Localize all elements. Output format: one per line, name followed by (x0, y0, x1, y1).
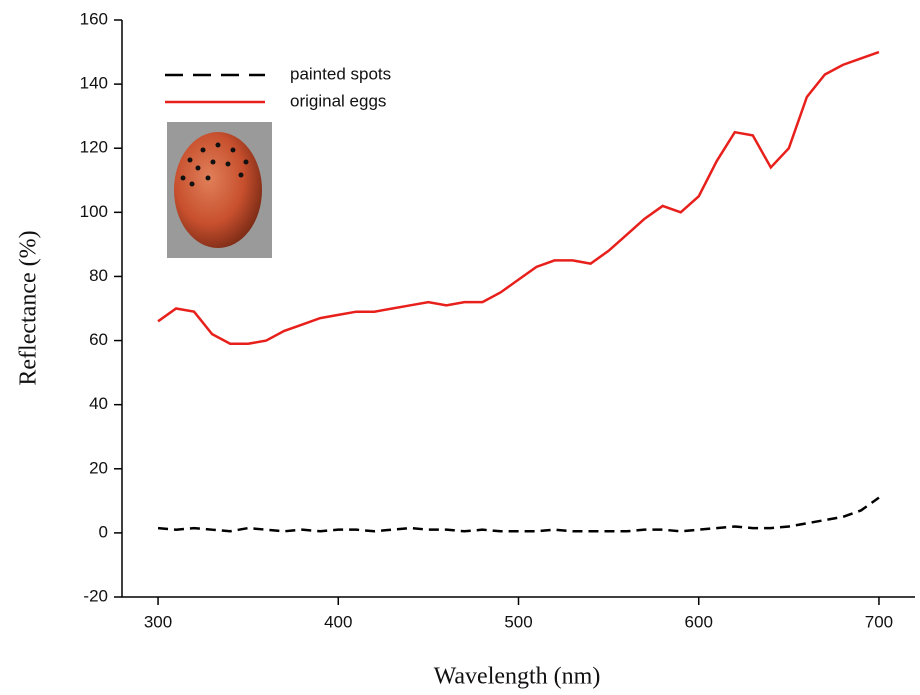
y-tick-label: 160 (80, 9, 108, 28)
y-tick-label: 20 (89, 458, 108, 477)
x-axis-label: Wavelength (nm) (434, 664, 601, 690)
y-tick-label: 140 (80, 74, 108, 93)
x-tick-label: 300 (144, 612, 172, 631)
series-line (157, 496, 880, 533)
x-tick-label: 700 (865, 612, 893, 631)
y-axis-label: Reflectance (%) (16, 230, 42, 385)
y-tick-label: 0 (99, 522, 108, 541)
y-tick-label: 120 (80, 138, 108, 157)
y-tick-label: 60 (89, 330, 108, 349)
legend-label: painted spots (290, 64, 391, 83)
egg-photo (167, 122, 272, 258)
y-tick-label: 40 (89, 394, 108, 413)
series-line (157, 50, 880, 346)
x-tick-label: 600 (685, 612, 713, 631)
x-tick-label: 500 (504, 612, 532, 631)
x-tick-label: 400 (324, 612, 352, 631)
y-tick-label: 80 (89, 266, 108, 285)
y-tick-label: 100 (80, 202, 108, 221)
y-tick-label: -20 (83, 586, 108, 605)
legend-label: original eggs (290, 91, 386, 110)
